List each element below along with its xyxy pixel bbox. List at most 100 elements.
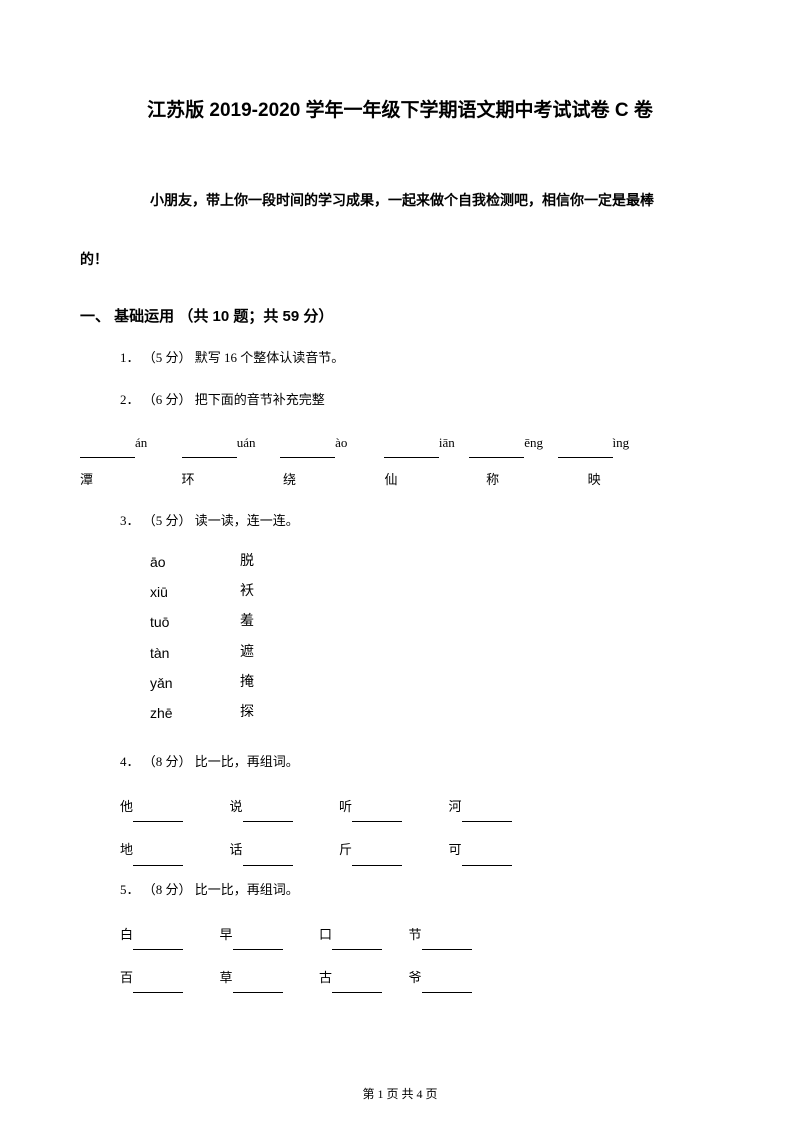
match-pinyin-2: xiū (150, 581, 240, 603)
blank-input[interactable] (133, 934, 183, 950)
pinyin-3: ào (335, 435, 347, 450)
blank-input[interactable] (243, 806, 293, 822)
match-pinyin-4: tàn (150, 642, 240, 664)
q2-char-row: 潭 环 绕 仙 称 映 (80, 468, 720, 491)
q5-char-7: 古 (319, 970, 332, 985)
blank-input[interactable] (332, 977, 382, 993)
section-1-header: 一、 基础运用 （共 10 题；共 59 分） (80, 305, 720, 326)
q2-num: 2． (120, 392, 140, 407)
match-pinyin-5: yǎn (150, 672, 240, 694)
question-4: 4． （8 分） 比一比，再组词。 (80, 750, 720, 773)
match-row: tàn 遮 (150, 642, 720, 664)
char-3: 绕 (283, 472, 296, 487)
match-pinyin-1: āo (150, 551, 240, 573)
q1-text: 默写 16 个整体认读音节。 (195, 350, 345, 365)
q5-char-1: 白 (120, 927, 133, 942)
q4-row-2: 地 话 斤 可 (80, 834, 720, 865)
char-1: 潭 (80, 472, 93, 487)
q5-num: 5． (120, 882, 140, 897)
blank-input[interactable] (280, 442, 335, 458)
q4-num: 4． (120, 754, 140, 769)
q4-points: （8 分） (143, 754, 192, 769)
pinyin-1: án (135, 435, 147, 450)
q4-char-7: 斤 (339, 842, 352, 857)
char-4: 仙 (385, 472, 398, 487)
match-char-6: 探 (240, 702, 254, 724)
char-6: 映 (588, 472, 601, 487)
match-char-2: 袄 (240, 581, 254, 603)
q5-char-5: 百 (120, 970, 133, 985)
match-char-4: 遮 (240, 642, 254, 664)
q4-char-4: 河 (449, 799, 462, 814)
pinyin-5: ēng (524, 435, 543, 450)
pinyin-4: iān (439, 435, 455, 450)
blank-input[interactable] (352, 850, 402, 866)
match-pinyin-6: zhē (150, 702, 240, 724)
blank-input[interactable] (422, 977, 472, 993)
q4-char-3: 听 (339, 799, 352, 814)
q4-char-8: 可 (449, 842, 462, 857)
blank-input[interactable] (422, 934, 472, 950)
q4-char-5: 地 (120, 842, 133, 857)
match-pinyin-3: tuō (150, 611, 240, 633)
blank-input[interactable] (182, 442, 237, 458)
q4-char-2: 说 (230, 799, 243, 814)
match-char-3: 羞 (240, 611, 254, 633)
blank-input[interactable] (80, 442, 135, 458)
q5-char-8: 爷 (409, 970, 422, 985)
blank-input[interactable] (462, 806, 512, 822)
char-5: 称 (486, 472, 499, 487)
blank-input[interactable] (133, 850, 183, 866)
q5-char-4: 节 (409, 927, 422, 942)
question-3: 3． （5 分） 读一读，连一连。 (80, 509, 720, 532)
q5-row-2: 百 草 古 爷 (80, 962, 720, 993)
match-row: zhē 探 (150, 702, 720, 724)
blank-input[interactable] (243, 850, 293, 866)
q1-num: 1． (120, 350, 140, 365)
q3-num: 3． (120, 513, 140, 528)
q4-text: 比一比，再组词。 (195, 754, 299, 769)
q5-char-3: 口 (319, 927, 332, 942)
q1-points: （5 分） (143, 350, 192, 365)
q5-text: 比一比，再组词。 (195, 882, 299, 897)
pinyin-6: ìng (613, 435, 630, 450)
match-row: āo 脱 (150, 551, 720, 573)
q5-char-2: 早 (220, 927, 233, 942)
q4-row-1: 他 说 听 河 (80, 791, 720, 822)
char-2: 环 (182, 472, 195, 487)
q5-row-1: 白 早 口 节 (80, 919, 720, 950)
intro-text-1: 小朋友，带上你一段时间的学习成果，一起来做个自我检测吧，相信你一定是最棒 (80, 182, 720, 221)
blank-input[interactable] (352, 806, 402, 822)
q4-char-1: 他 (120, 799, 133, 814)
match-row: yǎn 掩 (150, 672, 720, 694)
q5-char-6: 草 (220, 970, 233, 985)
blank-input[interactable] (233, 977, 283, 993)
blank-input[interactable] (558, 442, 613, 458)
blank-input[interactable] (233, 934, 283, 950)
q5-points: （8 分） (143, 882, 192, 897)
blank-input[interactable] (384, 442, 439, 458)
q3-match-container: āo 脱 xiū 袄 tuō 羞 tàn 遮 yǎn 掩 zhē 探 (80, 551, 720, 725)
match-row: tuō 羞 (150, 611, 720, 633)
q3-points: （5 分） (143, 513, 192, 528)
q2-points: （6 分） (143, 392, 192, 407)
q2-pinyin-row: án uán ào iān ēng ìng (80, 429, 720, 458)
blank-input[interactable] (469, 442, 524, 458)
page-footer: 第 1 页 共 4 页 (0, 1085, 800, 1102)
blank-input[interactable] (462, 850, 512, 866)
blank-input[interactable] (133, 806, 183, 822)
q2-text: 把下面的音节补充完整 (195, 392, 325, 407)
question-5: 5． （8 分） 比一比，再组词。 (80, 878, 720, 901)
blank-input[interactable] (332, 934, 382, 950)
question-2: 2． （6 分） 把下面的音节补充完整 (80, 388, 720, 411)
pinyin-2: uán (237, 435, 256, 450)
intro-text-2: 的！ (80, 241, 720, 280)
match-char-5: 掩 (240, 672, 254, 694)
match-char-1: 脱 (240, 551, 254, 573)
document-title: 江苏版 2019-2020 学年一年级下学期语文期中考试试卷 C 卷 (80, 95, 720, 122)
q4-char-6: 话 (230, 842, 243, 857)
question-1: 1． （5 分） 默写 16 个整体认读音节。 (80, 346, 720, 369)
q3-text: 读一读，连一连。 (195, 513, 299, 528)
match-row: xiū 袄 (150, 581, 720, 603)
blank-input[interactable] (133, 977, 183, 993)
